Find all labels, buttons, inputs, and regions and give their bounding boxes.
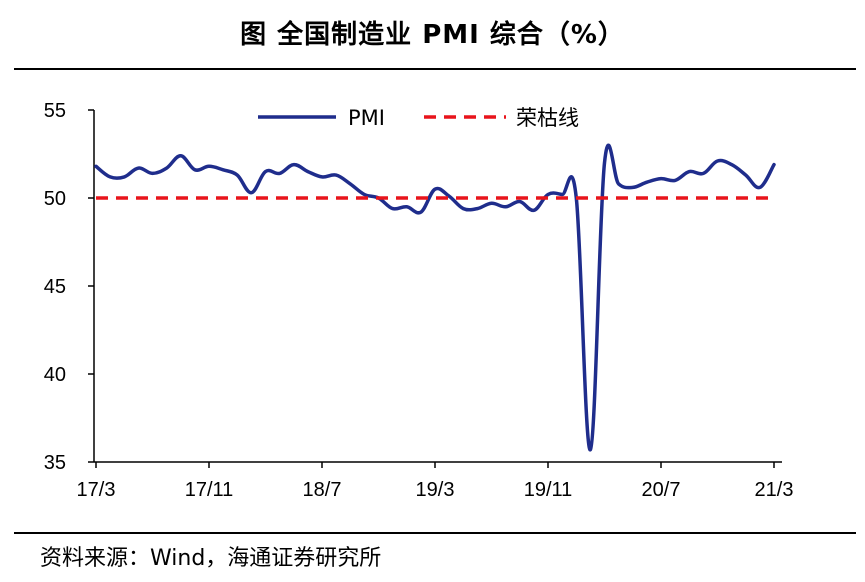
x-tick-label: 17/11 — [185, 479, 234, 501]
legend-label-rongkuxian: 荣枯线 — [516, 106, 579, 130]
x-tick-label: 21/3 — [755, 479, 794, 501]
y-tick-label: 45 — [44, 276, 66, 298]
legend-label-pmi: PMI — [348, 106, 385, 130]
footer-divider — [14, 532, 856, 534]
y-tick-label: 50 — [44, 188, 66, 210]
title-divider — [14, 68, 856, 70]
x-tick-label: 18/7 — [303, 479, 342, 501]
y-tick-label: 40 — [44, 364, 66, 386]
y-tick-label: 35 — [44, 452, 66, 474]
x-tick-label: 17/3 — [77, 479, 116, 501]
source-note: 资料来源：Wind，海通证券研究所 — [40, 546, 382, 571]
chart-title: 图 全国制造业 PMI 综合（%） — [240, 20, 625, 50]
series-line-pmi — [94, 143, 776, 452]
x-tick-label: 19/11 — [524, 479, 573, 501]
x-tick-label: 19/3 — [416, 479, 455, 501]
x-tick-label: 20/7 — [642, 479, 681, 501]
y-tick-label: 55 — [44, 100, 66, 122]
